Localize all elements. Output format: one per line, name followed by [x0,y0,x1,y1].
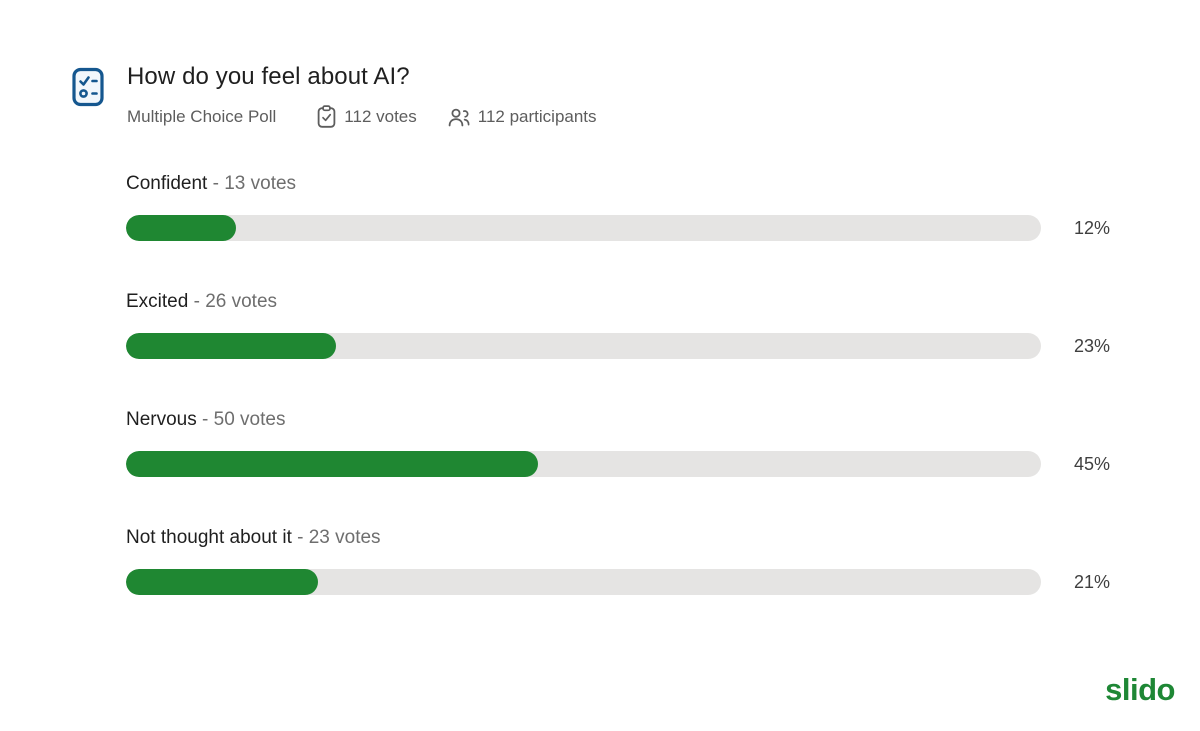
bar-percent: 12% [1074,217,1111,238]
poll-type-label: Multiple Choice Poll [127,107,277,126]
poll-title: How do you feel about AI? [127,63,410,90]
option-votes: - 26 votes [193,291,278,312]
option-name: Excited [126,291,189,312]
bar-percent: 23% [1074,335,1111,356]
poll-option-nervous: Nervous - 50 votes 45% [126,408,1110,477]
option-label: Not thought about it - 23 votes [126,526,1074,550]
bar-fill [126,451,538,477]
option-bar-row: 45% [126,451,1110,477]
option-label: Excited - 26 votes [126,290,1074,314]
poll-header-text: How do you feel about AI? Multiple Choic… [127,62,1074,129]
bar-percent: 21% [1074,571,1111,592]
option-name: Confident [126,173,208,194]
bar-fill [126,569,319,595]
poll-meta-row: Multiple Choice Poll 112 votes [127,105,1074,129]
option-votes: - 23 votes [297,527,381,548]
option-bar-row: 12% [126,215,1110,241]
option-name: Not thought about it [126,527,292,548]
multiple-choice-poll-icon [72,67,104,107]
option-bar-row: 21% [126,569,1110,595]
bar-fill [126,215,236,241]
people-icon [447,106,471,129]
poll-header: How do you feel about AI? Multiple Choic… [72,62,1074,129]
slido-logo: slido [1105,672,1175,707]
option-label: Nervous - 50 votes [126,408,1074,432]
bar-track [126,569,1041,595]
option-votes: - 50 votes [202,409,286,430]
bar-fill [126,333,337,359]
bar-track [126,215,1041,241]
poll-option-excited: Excited - 26 votes 23% [126,290,1110,359]
poll-option-not-thought-about-it: Not thought about it - 23 votes 21% [126,526,1110,595]
votes-summary-group: 112 votes [316,105,417,129]
participants-summary: 112 participants [477,107,597,126]
clipboard-check-icon [316,105,337,129]
votes-summary: 112 votes [344,107,417,126]
option-label: Confident - 13 votes [126,172,1074,196]
option-votes: - 13 votes [212,173,297,194]
option-bar-row: 23% [126,333,1110,359]
poll-option-confident: Confident - 13 votes 12% [126,172,1110,241]
participants-summary-group: 112 participants [447,106,597,129]
bar-percent: 45% [1074,453,1111,474]
bar-track [126,451,1041,477]
poll-options-list: Confident - 13 votes 12% Excited - 26 vo… [126,172,1110,595]
bar-track [126,333,1041,359]
option-name: Nervous [126,409,197,430]
